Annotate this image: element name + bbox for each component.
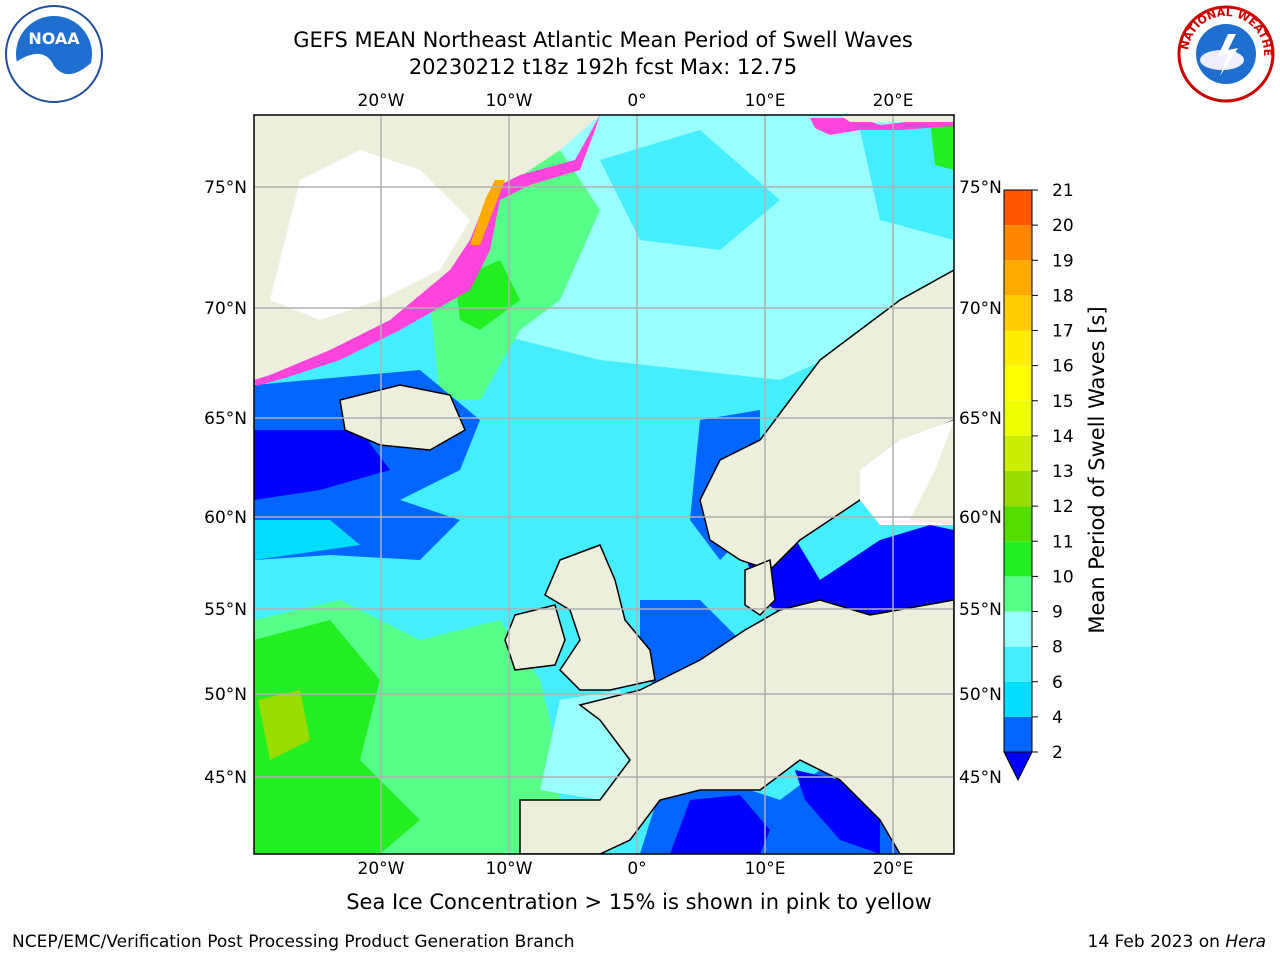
swell-band-under-2-west xyxy=(254,430,390,500)
colorbar-tick-label: 8 xyxy=(1052,638,1063,658)
colorbar-tick-label: 13 xyxy=(1052,462,1074,482)
swell-band-6-8 xyxy=(600,130,780,250)
swell-band-10-11-east xyxy=(930,120,954,170)
chart-title: GEFS MEAN Northeast Atlantic Mean Period… xyxy=(293,28,913,52)
lon-label-bottom: 10°W xyxy=(486,859,533,879)
lat-label-left: 65°N xyxy=(204,409,247,429)
lat-label-left: 75°N xyxy=(204,178,247,198)
lat-label-left: 60°N xyxy=(204,508,247,528)
colorbar-box xyxy=(1004,611,1032,647)
lon-label-bottom: 10°E xyxy=(745,859,786,879)
swell-band-4-6-west xyxy=(254,520,360,560)
colorbar-tick-label: 9 xyxy=(1052,603,1063,623)
noaa-logo-text: NOAA xyxy=(28,29,80,48)
chart-subtitle: 20230212 t18z 192h fcst Max: 12.75 xyxy=(408,55,798,79)
nws-logo: NATIONAL WEATHER SERVICE xyxy=(1172,0,1276,108)
date-text: 14 Feb 2023 on xyxy=(1087,932,1226,952)
swell-band-12-13 xyxy=(258,690,310,760)
colorbar-tick-label: 4 xyxy=(1052,708,1063,728)
lon-label-bottom: 20°E xyxy=(873,859,914,879)
continental-europe-land xyxy=(519,599,954,854)
colorbar-tick-label: 15 xyxy=(1052,392,1074,412)
great-britain-land xyxy=(544,544,656,691)
adriatic-swell-low xyxy=(795,770,880,854)
sea-ice-note: Sea Ice Concentration > 15% is shown in … xyxy=(346,890,932,914)
lat-label-left: 50°N xyxy=(204,685,247,705)
lat-label-left: 55°N xyxy=(204,600,247,620)
sea-ice-yellow-greenland xyxy=(470,180,505,245)
lat-label-right: 50°N xyxy=(959,685,1002,705)
colorbar-tick-label: 11 xyxy=(1052,532,1074,552)
noaa-logo: NOAA xyxy=(4,4,104,108)
colorbar-tick-label: 6 xyxy=(1052,673,1063,693)
lon-label-bottom: 20°W xyxy=(358,859,405,879)
ireland-land xyxy=(504,604,566,671)
sea-ice-edge-greenland xyxy=(254,115,600,386)
swell-band-6-8-east xyxy=(860,120,954,240)
lon-label-top: 20°E xyxy=(873,91,914,111)
greenland-white-area xyxy=(270,150,470,320)
colorbar-box xyxy=(1004,260,1032,296)
colorbar-tick-label: 12 xyxy=(1052,497,1074,517)
date-stamp: 14 Feb 2023 on Hera xyxy=(1088,932,1266,952)
sea-ice-edge-svalbard xyxy=(810,118,954,135)
map-frame xyxy=(253,114,955,855)
lat-label-left: 45°N xyxy=(204,768,247,788)
lon-label-top: 20°W xyxy=(358,91,405,111)
lon-label-top: 0° xyxy=(627,91,646,111)
colorbar-tick-label: 2 xyxy=(1052,743,1063,763)
colorbar-box xyxy=(1004,435,1032,471)
colorbar-tick-label: 10 xyxy=(1052,567,1074,587)
colorbar-tick-label: 20 xyxy=(1052,216,1074,236)
swell-band-10-11-south xyxy=(254,620,420,854)
colorbar-box xyxy=(1004,681,1032,717)
colorbar-box xyxy=(1004,400,1032,436)
denmark-land xyxy=(744,558,776,616)
colorbar-box xyxy=(1004,506,1032,542)
lat-label-right: 55°N xyxy=(959,600,1002,620)
colorbar-box xyxy=(1004,541,1032,577)
colorbar-box xyxy=(1004,576,1032,612)
lon-label-top: 10°W xyxy=(486,91,533,111)
colorbar-under-arrow xyxy=(1003,751,1033,782)
lat-label-right: 65°N xyxy=(959,409,1002,429)
mediterranean-swell-low xyxy=(670,795,770,854)
lat-label-right: 60°N xyxy=(959,508,1002,528)
colorbar-tick-label: 19 xyxy=(1052,251,1074,271)
colorbar-box xyxy=(1004,716,1032,752)
map-gridlines xyxy=(254,115,954,854)
lon-label-bottom: 0° xyxy=(627,859,646,879)
swell-band-2-4-northsea xyxy=(640,600,740,690)
colorbar-label: Mean Period of Swell Waves [s] xyxy=(1085,306,1109,634)
colorbar-tick-label: 18 xyxy=(1052,286,1074,306)
colorbar-box xyxy=(1004,295,1032,331)
finland-land xyxy=(910,420,954,525)
host-name: Hera xyxy=(1225,932,1266,952)
baltic-sea-swell xyxy=(740,525,954,625)
colorbar-box xyxy=(1004,190,1032,226)
colorbar-box xyxy=(1004,646,1032,682)
credit-text: NCEP/EMC/Verification Post Processing Pr… xyxy=(12,932,575,952)
lon-label-top: 10°E xyxy=(745,91,786,111)
colorbar-box xyxy=(1004,365,1032,401)
lat-label-right: 45°N xyxy=(959,768,1002,788)
colorbar-tick-label: 21 xyxy=(1052,181,1074,201)
colorbar-box xyxy=(1004,330,1032,366)
svalbard-land xyxy=(840,115,954,122)
colorbar-box xyxy=(1004,471,1032,507)
lat-label-left: 70°N xyxy=(204,299,247,319)
lat-label-right: 70°N xyxy=(959,299,1002,319)
lat-label-right: 75°N xyxy=(959,178,1002,198)
colorbar-tick-label: 17 xyxy=(1052,322,1074,342)
colorbar-tick-label: 14 xyxy=(1052,427,1074,447)
colorbar-tick-label: 16 xyxy=(1052,357,1074,377)
colorbar-box xyxy=(1004,225,1032,261)
